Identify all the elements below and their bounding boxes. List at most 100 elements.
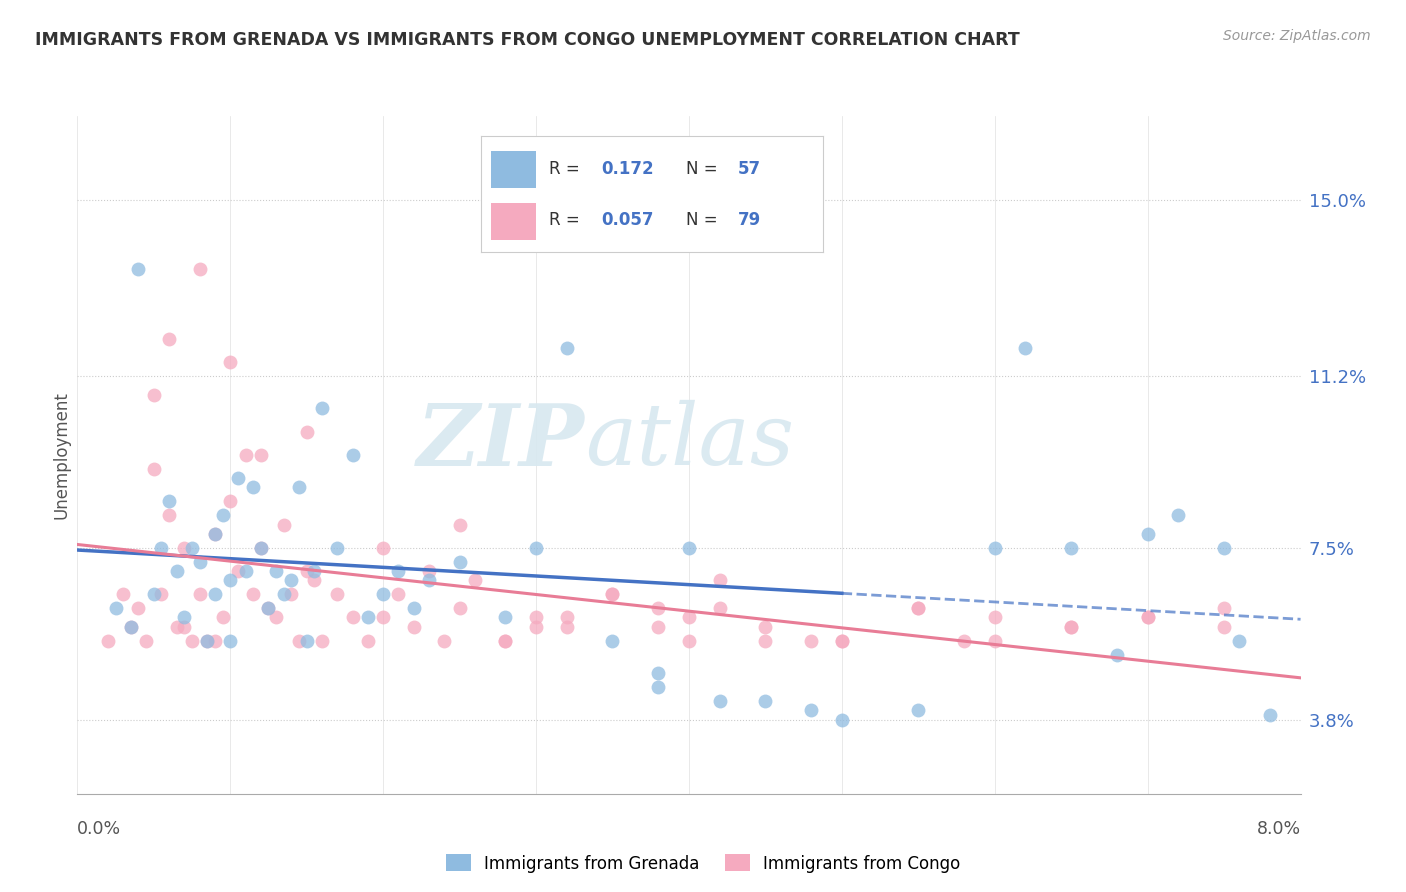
Point: [709, 574, 731, 588]
Point: [647, 601, 669, 615]
Point: [173, 610, 195, 624]
Point: [288, 633, 311, 648]
Point: [295, 425, 318, 439]
Point: [678, 633, 700, 648]
Point: [142, 462, 165, 476]
Point: [157, 332, 180, 346]
Point: [295, 564, 318, 578]
Point: [524, 610, 547, 624]
Point: [647, 666, 669, 681]
Point: [402, 620, 425, 634]
Point: [831, 633, 853, 648]
Point: [264, 564, 287, 578]
Point: [754, 694, 776, 708]
Point: [495, 633, 517, 648]
Point: [907, 703, 929, 717]
Point: [524, 541, 547, 555]
Point: [120, 620, 142, 634]
Point: [288, 480, 311, 494]
Point: [311, 401, 333, 416]
Point: [449, 517, 471, 532]
Point: [142, 387, 165, 401]
Point: [204, 526, 226, 541]
Point: [188, 262, 211, 277]
Point: [257, 601, 280, 615]
Point: [357, 610, 380, 624]
Point: [678, 541, 700, 555]
Point: [257, 601, 280, 615]
Point: [280, 574, 302, 588]
Point: [495, 610, 517, 624]
Point: [173, 541, 195, 555]
Point: [984, 610, 1007, 624]
Point: [357, 633, 380, 648]
Point: [181, 541, 204, 555]
Point: [219, 355, 242, 369]
Point: [418, 574, 440, 588]
Point: [204, 587, 226, 601]
Point: [280, 587, 302, 601]
Point: [371, 541, 394, 555]
Point: [1136, 610, 1159, 624]
Point: [495, 633, 517, 648]
Point: [602, 587, 624, 601]
Point: [242, 480, 264, 494]
Point: [433, 633, 456, 648]
Point: [555, 341, 578, 355]
Point: [135, 633, 157, 648]
Point: [195, 633, 218, 648]
Point: [104, 601, 127, 615]
Point: [402, 601, 425, 615]
Point: [128, 601, 150, 615]
Point: [157, 494, 180, 508]
Point: [195, 633, 218, 648]
Point: [984, 541, 1007, 555]
Point: [555, 610, 578, 624]
Point: [311, 633, 333, 648]
Point: [907, 601, 929, 615]
Point: [342, 448, 364, 462]
Point: [150, 587, 173, 601]
Point: [647, 620, 669, 634]
Point: [953, 633, 976, 648]
Legend: Immigrants from Grenada, Immigrants from Congo: Immigrants from Grenada, Immigrants from…: [439, 847, 967, 880]
Point: [166, 620, 188, 634]
Point: [800, 703, 823, 717]
Point: [754, 620, 776, 634]
Point: [1107, 648, 1129, 662]
Point: [211, 610, 233, 624]
Point: [188, 587, 211, 601]
Point: [387, 587, 409, 601]
Y-axis label: Unemployment: Unemployment: [52, 391, 70, 519]
Point: [678, 610, 700, 624]
Point: [250, 541, 273, 555]
Point: [1229, 633, 1251, 648]
Point: [800, 633, 823, 648]
Point: [418, 564, 440, 578]
Text: 0.0%: 0.0%: [77, 820, 121, 838]
Point: [204, 633, 226, 648]
Point: [304, 574, 326, 588]
Point: [219, 633, 242, 648]
Point: [142, 587, 165, 601]
Point: [150, 541, 173, 555]
Point: [1213, 620, 1236, 634]
Point: [1014, 341, 1036, 355]
Point: [273, 587, 295, 601]
Text: 8.0%: 8.0%: [1257, 820, 1301, 838]
Point: [181, 633, 204, 648]
Point: [709, 694, 731, 708]
Point: [219, 494, 242, 508]
Point: [342, 610, 364, 624]
Point: [1060, 620, 1083, 634]
Text: atlas: atlas: [585, 400, 794, 483]
Point: [984, 633, 1007, 648]
Point: [264, 610, 287, 624]
Point: [1136, 526, 1159, 541]
Point: [295, 633, 318, 648]
Point: [326, 541, 349, 555]
Point: [1289, 833, 1312, 847]
Point: [602, 633, 624, 648]
Point: [273, 517, 295, 532]
Point: [907, 601, 929, 615]
